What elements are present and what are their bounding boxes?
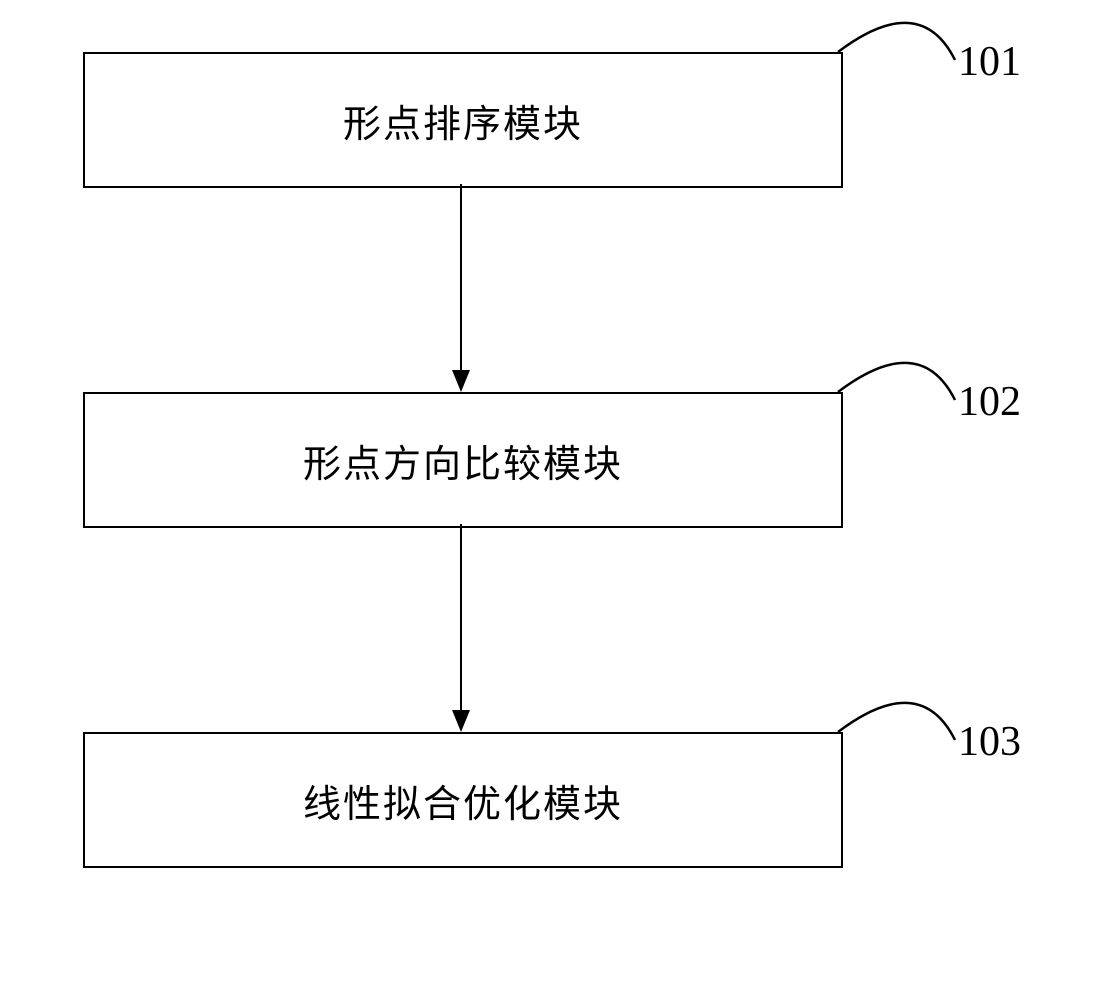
box-label: 线性拟合优化模块 bbox=[303, 773, 623, 828]
box-direction-compare-module: 形点方向比较模块 bbox=[83, 392, 843, 528]
box-label: 形点方向比较模块 bbox=[303, 433, 623, 488]
label-101: 101 bbox=[958, 38, 1021, 86]
flowchart-container: 形点排序模块 形点方向比较模块 线性拟合优化模块 101 102 103 bbox=[0, 0, 1099, 992]
box-sort-module: 形点排序模块 bbox=[83, 52, 843, 188]
arrow-2-to-3 bbox=[0, 524, 1099, 732]
arrow-1-to-2 bbox=[0, 184, 1099, 392]
box-linear-fit-module: 线性拟合优化模块 bbox=[83, 732, 843, 868]
box-label: 形点排序模块 bbox=[343, 93, 583, 148]
